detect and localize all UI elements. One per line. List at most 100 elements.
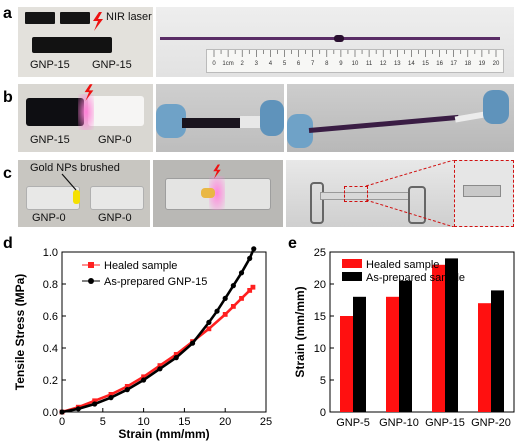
panel-d-label: d	[3, 235, 13, 252]
ruler-tick-label: 13	[394, 61, 401, 67]
chart-d-point	[108, 392, 114, 397]
chart-d-stress-strain: 0 5 10 15 20 25 0.0 0.2 0.4 0.6 0.8 1.0 Strain (mm/m…	[13, 246, 272, 441]
nir-laser-label: NIR laser	[106, 11, 152, 23]
chart-d-point	[157, 363, 163, 368]
chart-d-point	[222, 295, 228, 301]
chart-e-x-tick-label: GNP-10	[379, 417, 419, 429]
ruler-tick-label: 12	[380, 61, 387, 67]
laser-pink-glow	[78, 94, 94, 130]
ruler-tick-label: 0	[212, 61, 216, 67]
panel-c-right-sample-label: GNP-0	[98, 212, 132, 224]
panel-b-left-sample-label: GNP-15	[30, 134, 70, 146]
stretched-clear-sample	[454, 111, 486, 123]
chart-e-bar	[399, 280, 412, 412]
panel-e-label: e	[288, 235, 297, 252]
chart-e-x-tick-label: GNP-15	[425, 417, 465, 429]
panel-a-photo-stretched: 0 1cm 2 3 4 5 6 7 8 9 10 11 12 13 14 15 16 17 18 19 20	[156, 7, 514, 77]
chart-d-point	[239, 296, 244, 301]
ruler-tick-label: 17	[450, 61, 457, 67]
held-black-sample	[182, 118, 242, 128]
chart-d-point	[238, 270, 245, 276]
chart-d-y-tick-label: 0.0	[43, 407, 58, 419]
chart-d-point	[230, 283, 236, 289]
ruler-tick-label: 4	[269, 61, 273, 67]
chart-d-legend-marker	[88, 278, 94, 284]
gnp15-black-segment	[26, 98, 84, 126]
ruler-tick-label: 2	[241, 61, 245, 67]
chart-e-bar	[386, 296, 399, 412]
chart-e-legend-swatch	[342, 259, 362, 268]
chart-e-legend-label: Healed sample	[366, 259, 439, 271]
chart-d-point	[222, 312, 228, 317]
panel-b-right-sample-label: GNP-0	[98, 134, 132, 146]
chart-d-point	[75, 406, 81, 412]
chart-d-point	[173, 355, 179, 361]
ruler-tick-label: 20	[493, 61, 500, 67]
panel-b-photo-stretched	[287, 84, 514, 152]
chart-e-y-tick-label: 10	[314, 343, 326, 355]
gloved-hand-left	[287, 114, 313, 148]
chart-d-point	[59, 409, 65, 415]
chart-d-point	[141, 374, 146, 380]
chart-e-y-tick-label: 20	[314, 279, 326, 291]
chart-d-x-tick-label: 10	[137, 416, 149, 428]
chart-d-y-tick-label: 0.4	[43, 343, 58, 355]
chart-d-point	[157, 366, 163, 372]
chart-d-point	[247, 255, 253, 261]
chart-d-legend-label: As-prepared GNP-15	[104, 276, 207, 288]
chart-d-point	[189, 340, 196, 346]
zoomed-sample-detail	[463, 185, 501, 197]
gloved-hand-left	[156, 104, 186, 138]
panel-b-label: b	[3, 89, 13, 106]
clamp-right	[408, 186, 426, 224]
panel-a-right-sample-label: GNP-15	[92, 59, 132, 71]
ruler-scale: 0 1cm 2 3 4 5 6 7 8 9 10 11 12 13 14 15 16 17 18 19 20	[212, 50, 500, 67]
chart-d-point	[92, 401, 98, 407]
chart-d-point	[124, 387, 130, 393]
ruler-tick-label: 3	[255, 61, 259, 67]
panel-c-left-sample-label: GNP-0	[32, 212, 66, 224]
ruler-tick-label: 19	[479, 61, 486, 67]
chart-e-bar	[445, 258, 458, 412]
chart-d-point	[230, 304, 236, 309]
chart-e-y-axis-label: Strain (mm/mm)	[293, 286, 307, 377]
chart-d-point	[247, 288, 253, 293]
stretched-black-sample	[308, 114, 459, 133]
healed-joint-glow	[209, 176, 225, 210]
chart-e-bar	[478, 303, 491, 412]
joined-sample-strip	[32, 37, 112, 53]
chart-d-point	[141, 377, 147, 383]
ruler-tick-label: 14	[408, 61, 415, 67]
chart-d-point	[250, 284, 256, 290]
chart-e-bar	[340, 316, 353, 412]
panel-a-label: a	[3, 5, 12, 22]
chart-e-bar	[432, 264, 445, 412]
ruler-tick-label: 10	[352, 61, 359, 67]
chart-d-point	[206, 319, 212, 325]
chart-d-series-line-0	[61, 286, 254, 414]
laser-bolt-icon	[213, 164, 221, 179]
panel-c-photo-brushed: Gold NPs brushed GNP-0 GNP-0	[18, 160, 150, 227]
gloved-hand-right	[260, 100, 284, 136]
ruler-tick-label: 6	[297, 61, 301, 67]
zoom-box	[344, 186, 368, 202]
pointer-arrow	[61, 173, 77, 191]
chart-d-x-tick-label: 0	[59, 416, 65, 428]
ruler-tick-label: 9	[339, 61, 343, 67]
gold-nps-label: Gold NPs brushed	[30, 162, 120, 174]
chart-e-x-tick-label: GNP-5	[336, 417, 370, 429]
chart-d-legend-label: Healed sample	[104, 260, 177, 272]
chart-d-y-tick-label: 0.2	[43, 375, 58, 387]
chart-e-y-tick-label: 25	[314, 247, 326, 259]
panel-b-photo-junction: GNP-15 GNP-0	[18, 84, 153, 152]
chart-d-x-tick-label: 5	[100, 416, 106, 428]
chart-d-point	[173, 352, 179, 357]
chart-d-x-axis-label: Strain (mm/mm)	[118, 427, 209, 441]
ruler-tick-label: 15	[422, 61, 429, 67]
panel-a-left-sample-label: GNP-15	[30, 59, 70, 71]
panel-a-photo-samples: NIR laser GNP-15 GNP-15	[18, 7, 153, 77]
gold-nps-spot	[73, 190, 80, 204]
ruler-tick-label: 5	[283, 61, 287, 67]
clear-sample-right	[90, 186, 144, 210]
chart-d-point	[206, 326, 212, 332]
